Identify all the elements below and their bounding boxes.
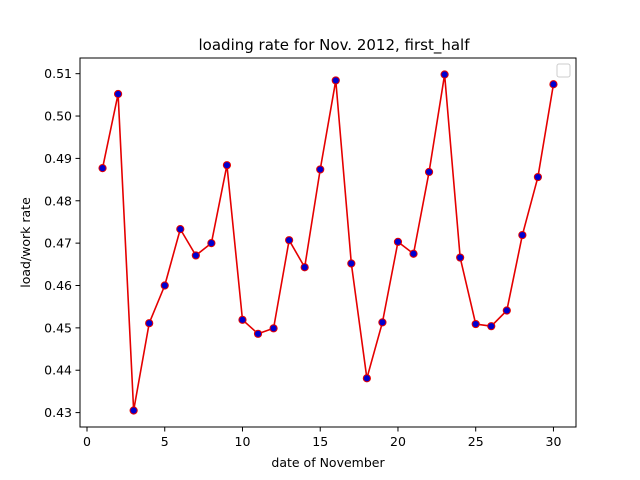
- x-tick-label: 0: [83, 434, 91, 449]
- data-point: [487, 322, 496, 331]
- data-point: [207, 239, 216, 248]
- y-axis-label: load/work rate: [18, 197, 33, 288]
- y-tick-label: 0.45: [44, 320, 72, 335]
- legend-box: [556, 63, 571, 78]
- data-point: [533, 172, 543, 182]
- data-point: [471, 319, 480, 329]
- y-tick-label: 0.49: [44, 151, 72, 166]
- plot-area: [80, 58, 576, 427]
- data-point: [518, 230, 527, 240]
- data-point: [378, 318, 387, 327]
- x-tick-label: 30: [546, 434, 562, 449]
- data-point: [145, 319, 154, 328]
- data-point: [362, 374, 371, 383]
- x-axis-label: date of November: [271, 455, 385, 470]
- y-tick-label: 0.44: [44, 363, 72, 378]
- series: [98, 70, 558, 415]
- data-point: [440, 70, 449, 79]
- data-point: [129, 406, 138, 415]
- data-point: [424, 167, 434, 177]
- axes: 0 5 10 15 20 25 30 0.43 0.44 0.45 0.46 0.47 0.48 0.49…: [44, 66, 561, 449]
- data-point: [549, 80, 558, 89]
- data-point: [300, 263, 309, 272]
- y-tick-label: 0.47: [44, 236, 72, 251]
- y-tick-label: 0.43: [44, 405, 72, 420]
- x-tick-label: 5: [161, 434, 169, 449]
- data-point: [409, 249, 418, 258]
- y-tick-label: 0.48: [44, 193, 72, 208]
- y-tick-label: 0.50: [44, 109, 72, 124]
- y-tick-label: 0.51: [44, 66, 72, 81]
- data-point: [98, 164, 107, 173]
- data-point: [393, 237, 403, 246]
- data-point: [191, 251, 200, 260]
- data-point: [331, 76, 340, 85]
- data-point: [456, 253, 465, 262]
- data-point: [176, 225, 185, 234]
- data-point: [222, 161, 232, 170]
- plot-frame: [79, 57, 577, 428]
- y-tick-label: 0.46: [44, 278, 72, 293]
- x-tick-label: 25: [468, 434, 484, 449]
- data-point: [347, 259, 356, 268]
- data-point: [502, 306, 511, 315]
- data-point: [160, 281, 169, 290]
- x-tick-label: 20: [390, 434, 406, 449]
- data-point: [238, 315, 247, 324]
- chart-title: loading rate for Nov. 2012, first_half: [199, 36, 471, 55]
- x-tick-label: 10: [235, 434, 251, 449]
- data-point: [113, 89, 123, 99]
- data-point: [253, 329, 263, 338]
- data-point: [285, 236, 294, 245]
- x-tick-label: 15: [312, 434, 328, 449]
- data-point: [269, 324, 278, 333]
- data-point: [316, 165, 325, 174]
